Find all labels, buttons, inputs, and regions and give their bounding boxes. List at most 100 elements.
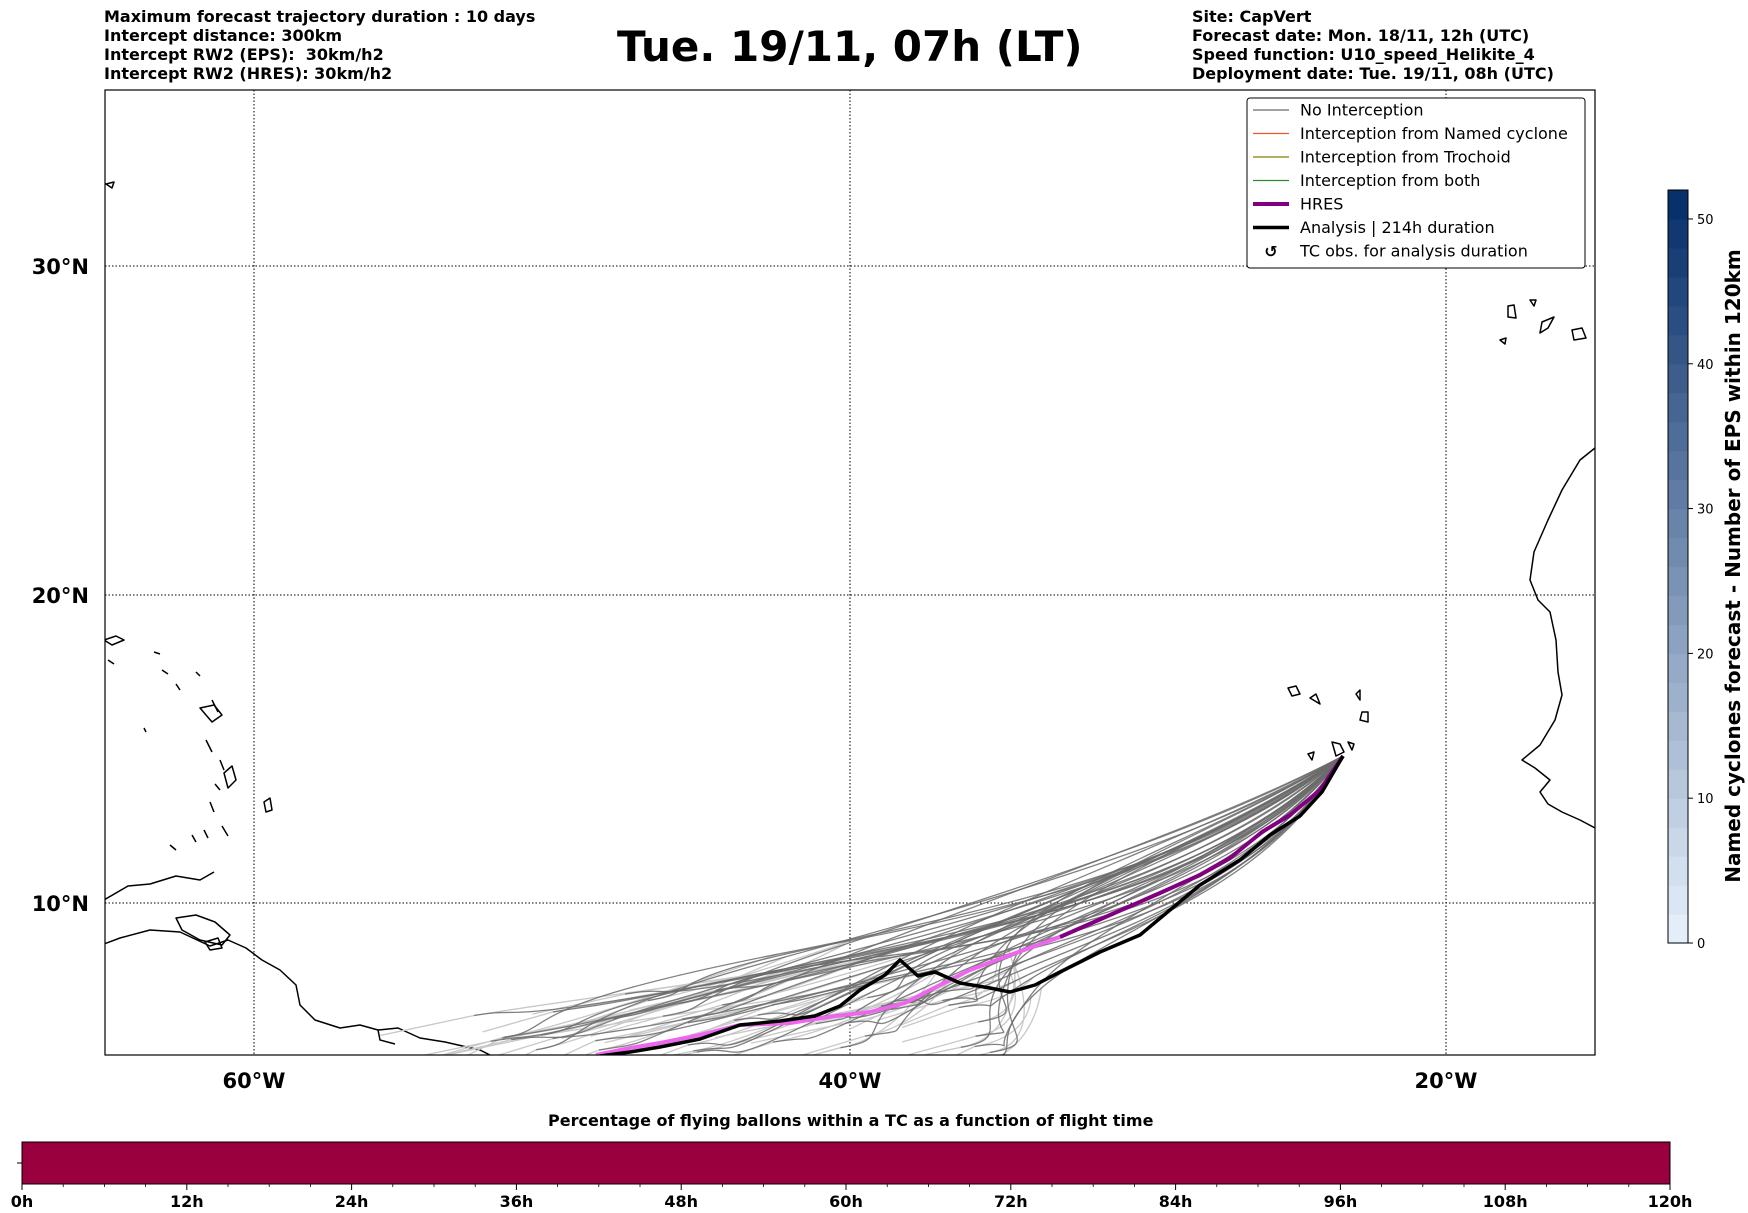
colorbar-swatch [1668, 653, 1688, 683]
speed-function-text: Speed function: U10_speed_Helikite_4 [1192, 45, 1535, 64]
colorbar-swatch [1668, 479, 1688, 510]
flight-time-timeline: 0h 12h 24h 36h 48h 60h 72h 84h 96h 108h 120h [11, 1141, 1693, 1211]
timeline-tick-label: 72h [994, 1192, 1028, 1211]
colorbar-swatch [1668, 711, 1688, 741]
intercept-hres-text: Intercept RW2 (HRES): 30km/h2 [104, 64, 393, 83]
timeline-tick-label: 120h [1648, 1192, 1693, 1211]
canary-islands-coastline [1499, 299, 1587, 345]
colorbar-frame [1667, 189, 1689, 944]
intercept-distance-text: Intercept distance: 300km [104, 26, 343, 45]
ensemble-trajectory-line [715, 755, 1344, 992]
ensemble-trajectory-line [502, 755, 1344, 1039]
cape-verde-islands-coastline [1287, 685, 1369, 761]
ensemble-trajectory-line [989, 755, 1344, 1054]
trajectory-duration-text: Maximum forecast trajectory duration : 1… [104, 7, 536, 26]
latitude-axis: 30°N 20°N 10°N [32, 255, 89, 916]
caribbean-islets-coastline [107, 651, 201, 733]
ensemble-trajectory-line [503, 755, 1344, 1038]
timeline-tick-label: 48h [664, 1192, 698, 1211]
colorbar-tick-label: 0 [1697, 937, 1705, 952]
analysis-trajectory-line [599, 755, 1345, 1055]
ensemble-trajectory-line [687, 755, 1344, 1024]
hres-trajectory-line [1059, 754, 1345, 939]
legend-label-interception-from-named-cyclone: Interception from Named cyclone [1300, 124, 1568, 143]
ensemble-trajectory-line [948, 755, 1344, 1006]
timeline-tick-label: 108h [1483, 1192, 1528, 1211]
ensemble-trajectory-line [693, 755, 1344, 1052]
guadeloupe-coastline [199, 704, 223, 723]
colorbar-swatch [1668, 537, 1688, 568]
ensemble-trajectory-line [978, 755, 1344, 1023]
colorbar-swatch [1668, 798, 1688, 828]
lon-label-60w: 60°W [223, 1069, 286, 1093]
map-legend: No Interception Interception from Named c… [1246, 97, 1586, 269]
lat-label-20n: 20°N [32, 584, 89, 608]
colorbar-swatch [1668, 595, 1688, 626]
forecast-date-text: Forecast date: Mon. 18/11, 12h (UTC) [1192, 26, 1530, 45]
tc-percentage-bar [22, 1142, 1670, 1184]
puerto-rico-coastline [105, 635, 125, 646]
colorbar-swatch [1668, 624, 1688, 654]
colorbar-swatch [1668, 276, 1688, 307]
colorbar-swatch [1668, 190, 1688, 220]
ensemble-trajectory-line [772, 755, 1344, 1006]
azores-islands-coastline [105, 181, 115, 189]
colorbar-swatch [1668, 682, 1688, 712]
timeline-tick-label: 96h [1324, 1192, 1358, 1211]
ensemble-trajectory-line [942, 755, 1344, 1002]
intercept-eps-text: Intercept RW2 (EPS): 30km/h2 [104, 45, 384, 64]
map-frame [104, 89, 1596, 1056]
martinique-coastline [223, 765, 237, 789]
main-trajectories [595, 754, 1345, 1055]
ensemble-trajectory-line [864, 755, 1344, 1037]
site-text: Site: CapVert [1192, 7, 1312, 26]
deployment-date-text: Deployment date: Tue. 19/11, 08h (UTC) [1192, 64, 1554, 83]
colorbar-tick-label: 50 [1697, 213, 1714, 228]
header-left: Maximum forecast trajectory duration : 1… [104, 7, 535, 83]
legend-label-interception-from-both: Interception from both [1300, 171, 1480, 190]
ensemble-trajectory-line [552, 755, 1344, 1013]
ensemble-trajectory-line [552, 755, 1344, 1040]
legend-label-hres: HRES [1300, 195, 1343, 214]
coastlines [105, 181, 1595, 1055]
ensemble-trajectory-line [662, 755, 1344, 1017]
ensemble-trajectory-line [598, 755, 1344, 1051]
tc-obs-marker-icon: ↺ [1264, 242, 1277, 261]
colorbar-swatch [1668, 421, 1688, 452]
barbados-coastline [263, 797, 273, 813]
cyclone-colorbar: 0 10 20 30 40 50 Named cyclones forecast - Nu… [1667, 189, 1745, 952]
colorbar-swatch [1668, 885, 1688, 915]
colorbar-swatch [1668, 914, 1688, 944]
legend-label-analysis-214h-duration: Analysis | 214h duration [1300, 218, 1495, 237]
venezuela-peninsula-coastline [175, 914, 231, 946]
colorbar-swatch [1668, 827, 1688, 857]
timeline-tick-label: 0h [11, 1192, 34, 1211]
colorbar-swatch [1668, 218, 1688, 249]
west-africa-coastline [1521, 447, 1595, 829]
colorbar-tick-label: 10 [1697, 792, 1714, 807]
ensemble-trajectory-late-line [999, 988, 1042, 1055]
colorbar-tick-label: 40 [1697, 358, 1714, 373]
page-title: Tue. 19/11, 07h (LT) [617, 22, 1083, 71]
south-america-coastline [105, 929, 491, 1055]
colorbar-swatch [1668, 450, 1688, 481]
timeline-title: Percentage of flying ballons within a TC… [548, 1111, 1154, 1130]
colorbar-swatch [1668, 769, 1688, 799]
timeline-tick-label: 24h [335, 1192, 369, 1211]
lon-label-40w: 40°W [819, 1069, 882, 1093]
lat-label-10n: 10°N [32, 892, 89, 916]
hres-trajectory-late-line [595, 935, 1061, 1055]
colorbar-swatch [1668, 856, 1688, 886]
legend-label-interception-from-trochoid: Interception from Trochoid [1300, 148, 1511, 167]
timeline-tick-label: 60h [829, 1192, 863, 1211]
colorbar-swatch [1668, 363, 1688, 394]
timeline-tick-label: 36h [500, 1192, 534, 1211]
ensemble-trajectory-line [814, 755, 1344, 1019]
legend-label-tc-obs-for-analysis-duration: TC obs. for analysis duration [1299, 242, 1528, 261]
cayenne-coastline [377, 1029, 396, 1045]
colorbar-swatch [1668, 305, 1688, 336]
ensemble-trajectory-line [536, 755, 1344, 1051]
ensemble-trajectory-line [892, 755, 1344, 1006]
header-right: Site: CapVert Forecast date: Mon. 18/11,… [1192, 7, 1554, 83]
